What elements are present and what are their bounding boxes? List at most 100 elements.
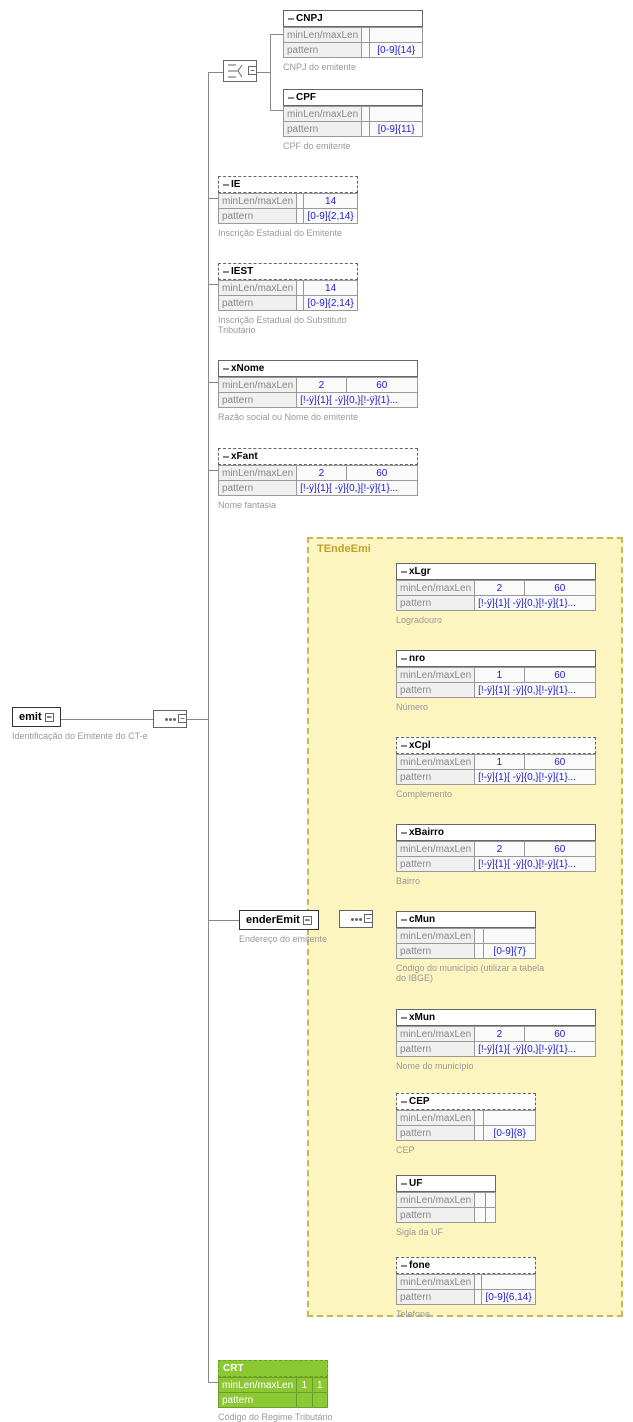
node-desc: Complemento [396,789,452,799]
node-title: nro [409,653,425,664]
node-header: cMun [396,911,536,928]
constraint-label: pattern [219,393,297,408]
constraint-value: 60 [346,466,417,481]
constraint-label: minLen/maxLen [397,668,475,683]
constraint-label: pattern [397,770,475,785]
constraint-label: minLen/maxLen [397,1193,475,1208]
node-title: CNPJ [296,13,323,24]
constraint-table: minLen/maxLen260pattern[!-ÿ]{1}[ -ÿ]{0,}… [396,1026,596,1057]
constraint-label: pattern [219,481,297,496]
constraint-value [297,296,304,311]
constraint-table: minLen/maxLen260pattern[!-ÿ]{1}[ -ÿ]{0,}… [218,465,418,496]
constraint-value: [0-9]{6,14} [482,1290,536,1305]
constraint-value: 1 [297,1378,312,1393]
node-title: UF [409,1178,422,1189]
constraint-label: minLen/maxLen [219,1378,297,1393]
constraint-label: pattern [219,209,297,224]
constraint-label: minLen/maxLen [397,1111,475,1126]
constraint-table: minLen/maxLen260pattern[!-ÿ]{1}[ -ÿ]{0,}… [396,841,596,872]
emit-desc: Identificação do Emitente do CT-e [12,731,148,741]
constraint-value [475,1126,484,1141]
constraint-value [475,1208,485,1223]
constraint-value [475,1290,482,1305]
constraint-label: pattern [397,1208,475,1223]
constraint-value: [0-9]{8} [484,1126,536,1141]
constraint-value: 14 [304,281,358,296]
constraint-label: minLen/maxLen [397,581,475,596]
constraint-label: pattern [284,43,362,58]
constraint-value [475,929,484,944]
node-desc: Inscrição Estadual do Emitente [218,228,342,238]
constraint-value: [0-9]{2,14} [304,209,358,224]
constraint-value [312,1393,327,1408]
constraint-label: pattern [219,296,297,311]
node-header: xCpl [396,737,596,754]
node-header: CPF [283,89,423,106]
node-header: UF [396,1175,496,1192]
constraint-value: [0-9]{11} [370,122,423,137]
constraint-value: 60 [524,842,595,857]
constraint-value: 2 [475,1027,524,1042]
node-title: cMun [409,914,435,925]
node-desc: CEP [396,1145,415,1155]
node-desc: Número [396,702,428,712]
node-xmun: xMunminLen/maxLen260pattern[!-ÿ]{1}[ -ÿ]… [396,1009,596,1057]
node-header: CNPJ [283,10,423,27]
attr-mark-icon [223,368,229,370]
node-desc: Razão social ou Nome do emitente [218,412,358,422]
constraint-label: minLen/maxLen [397,842,475,857]
constraint-value: 60 [524,668,595,683]
constraint-value [297,281,304,296]
attr-mark-icon [223,184,229,186]
constraint-value: [!-ÿ]{1}[ -ÿ]{0,}[!-ÿ]{1}... [475,683,596,698]
constraint-value [297,194,304,209]
node-xcpl: xCplminLen/maxLen160pattern[!-ÿ]{1}[ -ÿ]… [396,737,596,785]
constraint-value: [!-ÿ]{1}[ -ÿ]{0,}[!-ÿ]{1}... [475,1042,596,1057]
type-label: TEndeEmi [317,543,371,555]
constraint-label: minLen/maxLen [397,929,475,944]
node-desc: Telefone [396,1309,430,1319]
constraint-value: 60 [524,755,595,770]
expand-icon[interactable]: − [303,916,312,925]
attr-mark-icon [401,919,407,921]
constraint-table: minLen/maxLenpattern[0-9]{11} [283,106,423,137]
constraint-value [362,107,370,122]
constraint-label: pattern [397,1042,475,1057]
node-uf: UF minLen/maxLenpattern [396,1175,496,1223]
node-title: xLgr [409,566,431,577]
constraint-table: minLen/maxLenpattern[0-9]{7} [396,928,536,959]
node-cpf: CPFminLen/maxLenpattern[0-9]{11} [283,89,423,137]
expand-icon[interactable]: − [45,713,54,722]
node-cnpj: CNPJ minLen/maxLenpattern [0-9]{14} [283,10,423,58]
constraint-value [485,1193,495,1208]
expand-icon[interactable]: − [364,914,373,923]
constraint-label: pattern [397,944,475,959]
enderemit-label: enderEmit [246,914,300,926]
constraint-value: [0-9]{14} [370,43,423,58]
constraint-table: minLen/maxLenpattern[0-9]{8} [396,1110,536,1141]
node-desc: CPF do emitente [283,141,351,151]
constraint-table: minLen/maxLen160pattern[!-ÿ]{1}[ -ÿ]{0,}… [396,667,596,698]
constraint-table: minLen/maxLen160pattern[!-ÿ]{1}[ -ÿ]{0,}… [396,754,596,785]
node-enderemit: enderEmit− [239,910,319,930]
constraint-label: pattern [397,596,475,611]
node-xfant: xFantminLen/maxLen260pattern[!-ÿ]{1}[ -ÿ… [218,448,418,496]
node-header: IE [218,176,358,193]
constraint-value: [!-ÿ]{1}[ -ÿ]{0,}[!-ÿ]{1}... [475,857,596,872]
constraint-label: minLen/maxLen [397,1275,475,1290]
node-title: IEST [231,266,253,277]
node-cmun: cMun minLen/maxLenpattern[0-9]{7} [396,911,536,959]
constraint-label: pattern [397,683,475,698]
constraint-value: [!-ÿ]{1}[ -ÿ]{0,}[!-ÿ]{1}... [297,481,418,496]
node-desc: Nome do município [396,1061,474,1071]
attr-mark-icon [288,18,294,20]
expand-icon[interactable]: − [178,714,187,723]
constraint-label: minLen/maxLen [219,378,297,393]
sequence-icon: − [339,910,373,928]
expand-icon[interactable]: − [248,66,257,75]
constraint-label: minLen/maxLen [284,28,362,43]
constraint-value: 2 [297,378,346,393]
constraint-value: [!-ÿ]{1}[ -ÿ]{0,}[!-ÿ]{1}... [297,393,418,408]
attr-mark-icon [401,658,407,660]
node-emit: emit− [12,707,61,727]
